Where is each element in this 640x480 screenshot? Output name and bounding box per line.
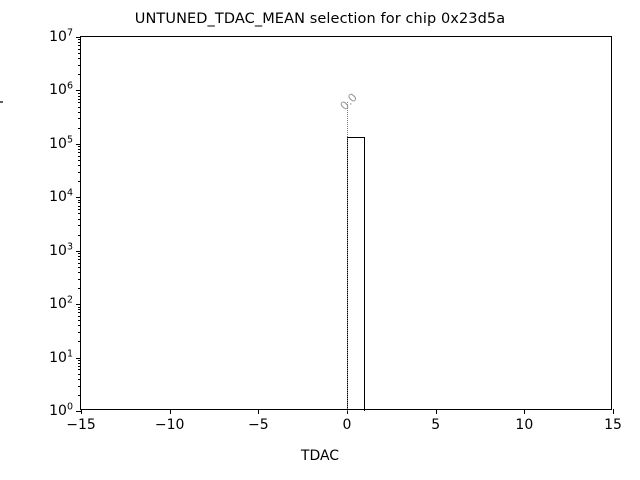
y-tick-minor-mark [78,378,81,380]
plot-axes: 100 101 102 103 104 105 106 107 −15 −10 −5 0 5 10 15 … [49,28,622,433]
y-tick-minor-mark [78,202,81,204]
y-tick-minor-mark [78,213,81,215]
x-tick-mark [524,409,526,414]
x-tick-mark [347,409,348,414]
y-tick-mark [76,250,81,252]
y-tick-mark [76,37,81,38]
y-tick-minor-mark [78,45,81,47]
y-tick-minor-mark [78,58,81,60]
y-tick-mark [76,143,81,145]
y-tick-minor-mark [78,385,81,387]
x-tick-label: −5 [248,417,269,433]
y-tick-minor-mark [78,253,81,255]
y-axis-label: Number of pixels [0,63,4,183]
y-tick-minor-mark [78,64,81,66]
y-tick-minor-mark [78,127,81,129]
y-tick-minor-mark [78,325,81,327]
y-tick-minor-mark [78,92,81,94]
y-tick-minor-mark [78,234,81,236]
histogram-bar [347,136,365,411]
y-tick-minor-mark [78,149,81,151]
marker-line [347,102,348,411]
y-tick-mark [76,90,81,92]
x-tick-label: 5 [431,417,441,433]
y-tick-minor-mark [78,288,81,290]
y-tick-label: 102 [49,294,73,313]
y-tick-label: 101 [49,347,73,366]
y-tick-minor-mark [78,312,81,314]
y-tick-minor-mark [78,205,81,207]
y-tick-minor-mark [78,262,81,264]
y-tick-minor-mark [78,146,81,148]
y-tick-minor-mark [78,315,81,317]
y-tick-label: 100 [49,401,73,419]
y-tick-minor-mark [78,360,81,362]
y-tick-minor-mark [78,258,81,260]
y-tick-minor-mark [78,362,81,364]
y-tick-label: 104 [49,187,73,206]
y-tick-minor-mark [78,209,81,211]
y-tick-mark [76,197,81,199]
y-tick-minor-mark [78,42,81,44]
x-tick-label: −15 [66,417,96,433]
y-tick-minor-mark [78,306,81,308]
y-tick-minor-mark [78,394,81,396]
y-tick-minor-mark [78,218,81,220]
y-tick-minor-mark [78,320,81,322]
x-tick-mark [169,409,171,414]
y-tick-minor-mark [78,332,81,334]
y-tick-minor-mark [78,74,81,76]
y-tick-minor-mark [78,171,81,173]
y-tick-minor-mark [78,48,81,50]
y-tick-minor-mark [78,159,81,161]
y-tick-minor-mark [78,98,81,100]
y-tick-minor-mark [78,181,81,183]
y-tick-mark [76,304,81,306]
x-tick-mark [435,409,437,414]
y-tick-minor-mark [78,199,81,201]
y-tick-minor-mark [78,165,81,167]
y-tick-minor-mark [78,111,81,113]
y-tick-minor-mark [78,225,81,227]
y-tick-minor-mark [78,373,81,375]
y-tick-minor-mark [78,118,81,120]
y-tick-minor-mark [78,369,81,371]
x-tick-label: −10 [154,417,185,433]
y-tick-minor-mark [78,341,81,343]
y-tick-minor-mark [78,266,81,268]
y-tick-mark [76,357,81,359]
marker-annotation-label: 0.0 [337,89,360,113]
y-tick-label: 105 [49,134,73,152]
x-tick-mark [613,409,614,414]
y-tick-minor-mark [78,152,81,154]
x-tick-mark [81,409,82,414]
y-tick-mark [76,411,81,412]
y-tick-minor-mark [78,255,81,257]
x-axis-label: TDAC [300,448,340,464]
y-tick-minor-mark [78,53,81,55]
y-tick-label: 107 [49,27,73,45]
y-tick-minor-mark [78,102,81,104]
y-tick-minor-mark [78,365,81,367]
y-tick-minor-mark [78,278,81,280]
y-tick-minor-mark [78,39,81,41]
y-tick-label: 106 [49,80,73,99]
y-tick-minor-mark [78,106,81,108]
chart-title: UNTUNED_TDAC_MEAN selection for chip 0x2… [134,11,506,27]
x-tick-mark [258,409,260,414]
y-tick-minor-mark [78,271,81,273]
x-tick-label: 15 [604,417,622,433]
y-tick-minor-mark [78,95,81,97]
y-tick-label: 103 [49,241,73,259]
y-tick-minor-mark [78,309,81,311]
x-tick-label: 0 [342,417,352,433]
x-tick-label: 10 [515,417,534,433]
y-tick-minor-mark [78,155,81,157]
